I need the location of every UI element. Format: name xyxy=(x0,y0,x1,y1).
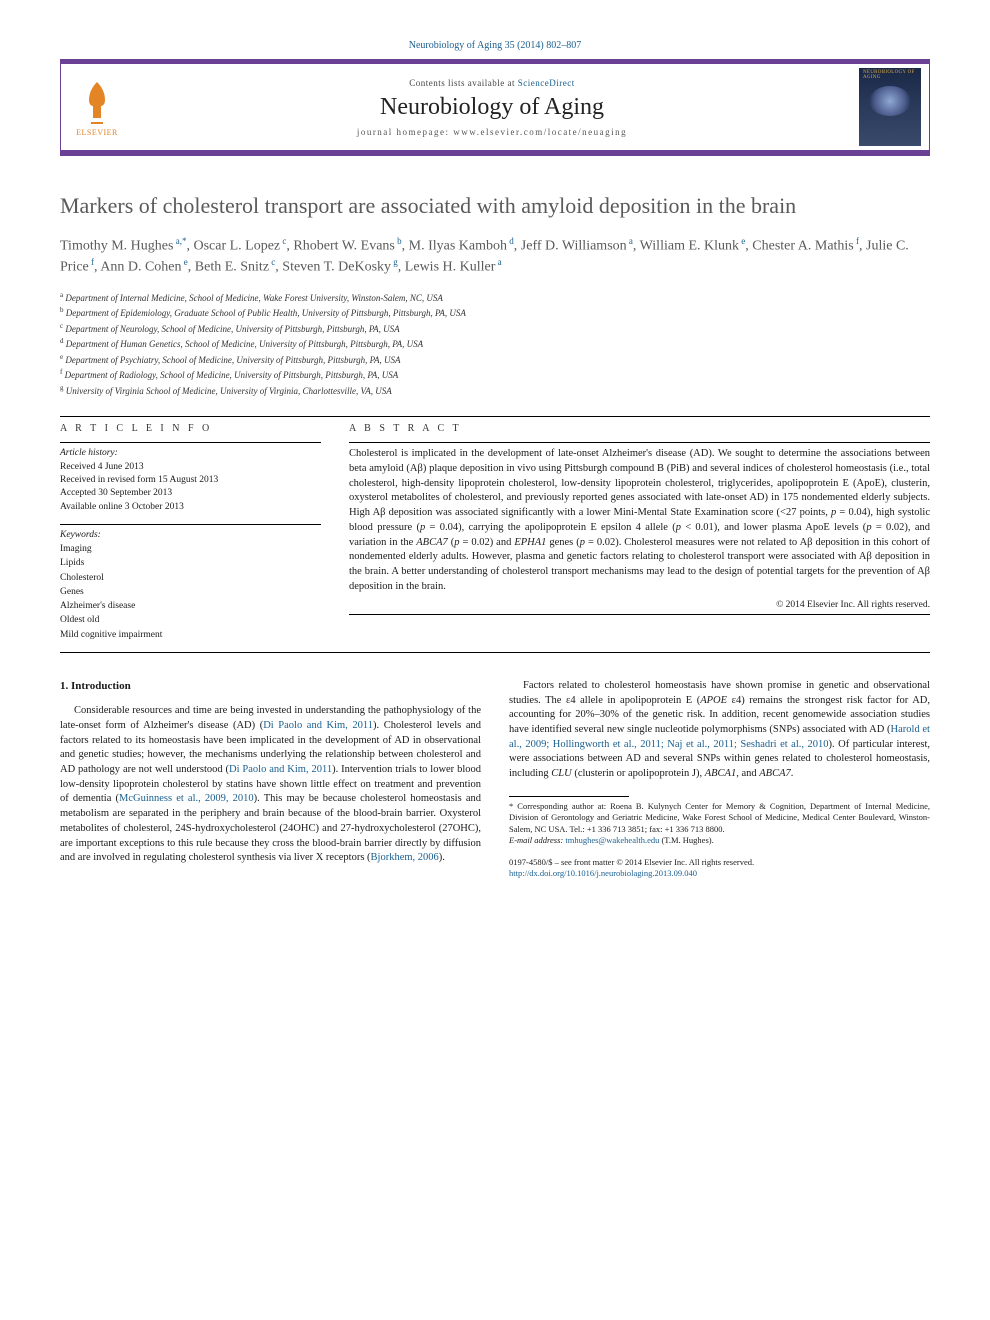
abstract-column: A B S T R A C T Cholesterol is implicate… xyxy=(349,423,930,652)
article-info-label: A R T I C L E I N F O xyxy=(60,423,321,434)
journal-header: ELSEVIER Contents lists available at Sci… xyxy=(60,64,930,151)
abstract-copyright: © 2014 Elsevier Inc. All rights reserved… xyxy=(349,600,930,610)
divider xyxy=(60,524,321,525)
affiliation-line: g University of Virginia School of Medic… xyxy=(60,383,930,399)
homepage-line: journal homepage: www.elsevier.com/locat… xyxy=(133,127,851,137)
keyword: Mild cognitive impairment xyxy=(60,628,321,642)
article-info-column: A R T I C L E I N F O Article history: R… xyxy=(60,423,321,652)
sciencedirect-link[interactable]: ScienceDirect xyxy=(518,78,575,88)
article-history: Article history: Received 4 June 2013Rec… xyxy=(60,447,321,513)
elsevier-tree-icon xyxy=(77,78,117,126)
journal-cover-thumbnail: NEUROBIOLOGY OF AGING xyxy=(859,68,921,146)
journal-reference: Neurobiology of Aging 35 (2014) 802–807 xyxy=(60,40,930,51)
footnote-divider xyxy=(509,796,629,797)
contents-line: Contents lists available at ScienceDirec… xyxy=(133,78,851,88)
keywords-block: Keywords: ImagingLipidsCholesterolGenesA… xyxy=(60,529,321,642)
email-suffix: (T.M. Hughes). xyxy=(659,835,713,845)
abstract-label: A B S T R A C T xyxy=(349,423,930,434)
publisher-name: ELSEVIER xyxy=(76,128,118,137)
history-line: Received 4 June 2013 xyxy=(60,461,321,474)
section-heading: 1. Introduction xyxy=(60,679,481,694)
cover-label: NEUROBIOLOGY OF AGING xyxy=(863,70,921,80)
history-line: Received in revised form 15 August 2013 xyxy=(60,474,321,487)
corresponding-author-footnote: * Corresponding author at: Roena B. Kuly… xyxy=(509,801,930,847)
keyword: Imaging xyxy=(60,542,321,556)
header-bottom-bar xyxy=(60,151,930,156)
affiliation-line: f Department of Radiology, School of Med… xyxy=(60,367,930,383)
history-line: Accepted 30 September 2013 xyxy=(60,487,321,500)
divider xyxy=(349,614,930,615)
affiliation-line: b Department of Epidemiology, Graduate S… xyxy=(60,305,930,321)
publisher-logo: ELSEVIER xyxy=(61,65,133,150)
divider xyxy=(349,442,930,443)
body-two-column: 1. Introduction Considerable resources a… xyxy=(60,679,930,880)
email-link[interactable]: tmhughes@wakehealth.edu xyxy=(565,835,659,845)
article-title: Markers of cholesterol transport are ass… xyxy=(60,192,930,221)
divider xyxy=(60,652,930,653)
divider xyxy=(60,416,930,417)
bottom-metadata: 0197-4580/$ – see front matter © 2014 El… xyxy=(509,857,930,880)
footnote-text: * Corresponding author at: Roena B. Kuly… xyxy=(509,801,930,835)
footnote-email-line: E-mail address: tmhughes@wakehealth.edu … xyxy=(509,835,930,846)
info-abstract-row: A R T I C L E I N F O Article history: R… xyxy=(60,423,930,652)
affiliation-line: d Department of Human Genetics, School o… xyxy=(60,336,930,352)
history-heading: Article history: xyxy=(60,447,321,460)
header-center: Contents lists available at ScienceDirec… xyxy=(133,70,851,145)
homepage-url[interactable]: www.elsevier.com/locate/neuaging xyxy=(453,127,627,137)
homepage-prefix: journal homepage: xyxy=(357,127,453,137)
affiliation-line: e Department of Psychiatry, School of Me… xyxy=(60,352,930,368)
history-line: Available online 3 October 2013 xyxy=(60,501,321,514)
email-label: E-mail address: xyxy=(509,835,565,845)
keyword: Cholesterol xyxy=(60,571,321,585)
author-list: Timothy M. Hughes a,*, Oscar L. Lopez c,… xyxy=(60,235,930,278)
paragraph: Considerable resources and time are bein… xyxy=(60,704,481,866)
abstract-text: Cholesterol is implicated in the develop… xyxy=(349,447,930,594)
affiliation-line: c Department of Neurology, School of Med… xyxy=(60,321,930,337)
keyword: Oldest old xyxy=(60,613,321,627)
divider xyxy=(60,442,321,443)
doi-link[interactable]: http://dx.doi.org/10.1016/j.neurobiolagi… xyxy=(509,868,930,879)
keyword: Alzheimer's disease xyxy=(60,599,321,613)
affiliations: a Department of Internal Medicine, Schoo… xyxy=(60,290,930,399)
keywords-heading: Keywords: xyxy=(60,529,321,542)
paragraph: Factors related to cholesterol homeostas… xyxy=(509,679,930,782)
section-introduction: 1. Introduction Considerable resources a… xyxy=(60,679,930,880)
journal-name: Neurobiology of Aging xyxy=(133,94,851,121)
front-matter-line: 0197-4580/$ – see front matter © 2014 El… xyxy=(509,857,930,868)
keyword: Genes xyxy=(60,585,321,599)
keyword: Lipids xyxy=(60,556,321,570)
contents-prefix: Contents lists available at xyxy=(409,78,517,88)
affiliation-line: a Department of Internal Medicine, Schoo… xyxy=(60,290,930,306)
